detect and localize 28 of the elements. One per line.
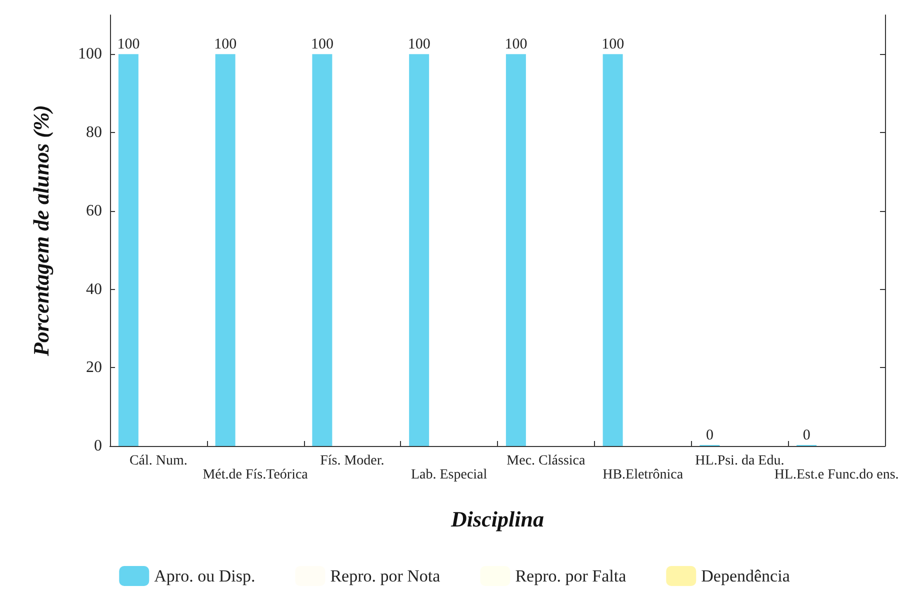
- data-label: 100: [504, 36, 528, 53]
- x-tick-label: HL.Psi. da Edu.: [695, 454, 784, 468]
- data-label: 100: [602, 36, 624, 53]
- x-tick-label: HL.Est.e Func.do ens.: [774, 468, 899, 482]
- y-tick-label: 80: [86, 124, 102, 142]
- y-tick-label: 100: [78, 46, 102, 63]
- legend-label: Repro. por Nota: [330, 566, 441, 586]
- y-tick-label: 60: [86, 202, 102, 220]
- legend-label: Apro. ou Disp.: [154, 566, 256, 586]
- x-tick-label: Cál. Num.: [129, 454, 188, 468]
- x-axis-title: Disciplina: [450, 506, 544, 532]
- legend-label: Repro. por Falta: [515, 566, 627, 586]
- x-tick-label: Mec. Clássica: [506, 454, 586, 468]
- legend-label: Dependência: [701, 566, 790, 586]
- x-tick-label: Lab. Especial: [410, 468, 488, 482]
- data-label: 0: [706, 428, 714, 444]
- data-label: 100: [408, 36, 430, 53]
- y-tick-label: 40: [86, 280, 102, 298]
- data-label: 0: [802, 428, 810, 444]
- data-label: 100: [310, 36, 334, 53]
- y-axis-title: Porcentagem de alunos (%): [28, 104, 54, 358]
- x-tick-label: HB.Eletrônica: [602, 468, 684, 482]
- x-tick-label: Mét.de Fís.Teórica: [202, 468, 309, 482]
- data-label: 100: [214, 36, 237, 53]
- y-tick-label: 0: [94, 438, 102, 454]
- y-tick-label: 20: [86, 359, 102, 376]
- x-tick-label: Fís. Moder.: [320, 454, 384, 468]
- data-label: 100: [117, 36, 140, 53]
